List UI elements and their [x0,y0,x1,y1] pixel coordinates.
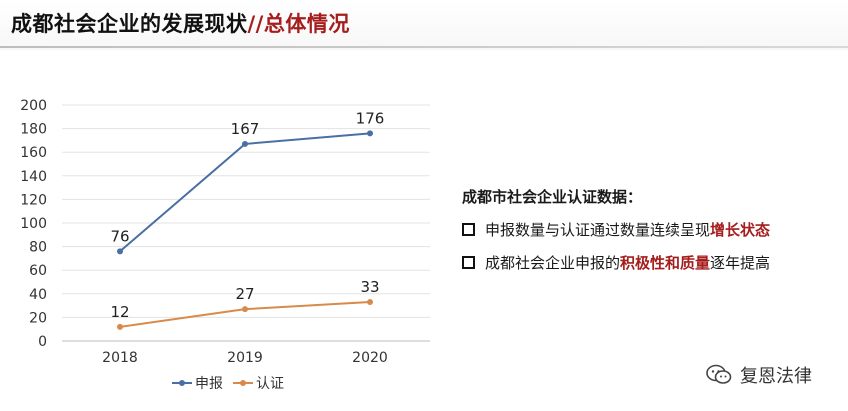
y-tick-label: 160 [20,145,47,161]
data-label: 33 [360,278,379,296]
x-tick-label: 2018 [102,350,138,366]
legend-marker [179,380,185,386]
legend-marker [240,380,246,386]
legend-label: 申报 [195,376,223,392]
data-point [242,306,248,313]
y-tick-label: 100 [20,216,47,232]
note-text: 成都社会企业申报的积极性和质量逐年提高 [485,254,771,272]
y-tick-label: 180 [20,122,47,138]
page-title-separator: // [247,12,264,36]
series-line-1 [119,132,371,253]
watermark-text: 复恩法律 [740,366,812,387]
x-tick-label: 2020 [352,350,388,366]
y-tick-label: 40 [29,287,47,303]
data-label: 27 [235,285,254,303]
page-title: 成都社会企业的发展现状//总体情况 [11,8,350,38]
data-label: 76 [110,227,129,245]
y-tick-label: 120 [20,192,47,208]
y-tick-label: 20 [29,310,47,326]
wechat-icon [706,364,732,384]
data-label: 167 [231,120,260,138]
data-point [117,323,123,330]
checkbox-icon [462,223,475,236]
page-title-sub: 总体情况 [263,12,350,36]
data-label: 12 [110,303,129,321]
series-line-2 [119,301,371,328]
page-title-main: 成都社会企业的发展现状 [11,12,248,36]
legend-label: 认证 [256,376,284,392]
title-bar: 成都社会企业的发展现状//总体情况 [0,0,848,50]
y-tick-label: 0 [38,334,47,350]
note-text: 申报数量与认证通过数量连续呈现增长状态 [485,221,771,239]
y-tick-label: 200 [20,98,47,114]
note-item: 申报数量与认证通过数量连续呈现增长状态 [462,219,842,240]
y-tick-label: 80 [29,240,47,256]
watermark: 复恩法律 [706,362,812,388]
note-highlight: 增长状态 [710,221,771,239]
y-tick-label: 140 [20,169,47,185]
title-divider [0,46,848,48]
note-item: 成都社会企业申报的积极性和质量逐年提高 [462,252,842,273]
checkbox-icon [462,256,475,269]
data-label: 176 [356,109,385,127]
y-tick-label: 60 [29,263,47,279]
notes-heading: 成都市社会企业认证数据： [462,188,643,206]
x-tick-label: 2019 [227,350,263,366]
data-point [117,248,123,255]
data-point [242,140,248,147]
notes-panel: 成都市社会企业认证数据： 申报数量与认证通过数量连续呈现增长状态 成都社会企业申… [462,186,842,285]
data-point [367,130,373,137]
data-point [367,299,373,306]
note-highlight: 积极性和质量 [620,254,711,272]
